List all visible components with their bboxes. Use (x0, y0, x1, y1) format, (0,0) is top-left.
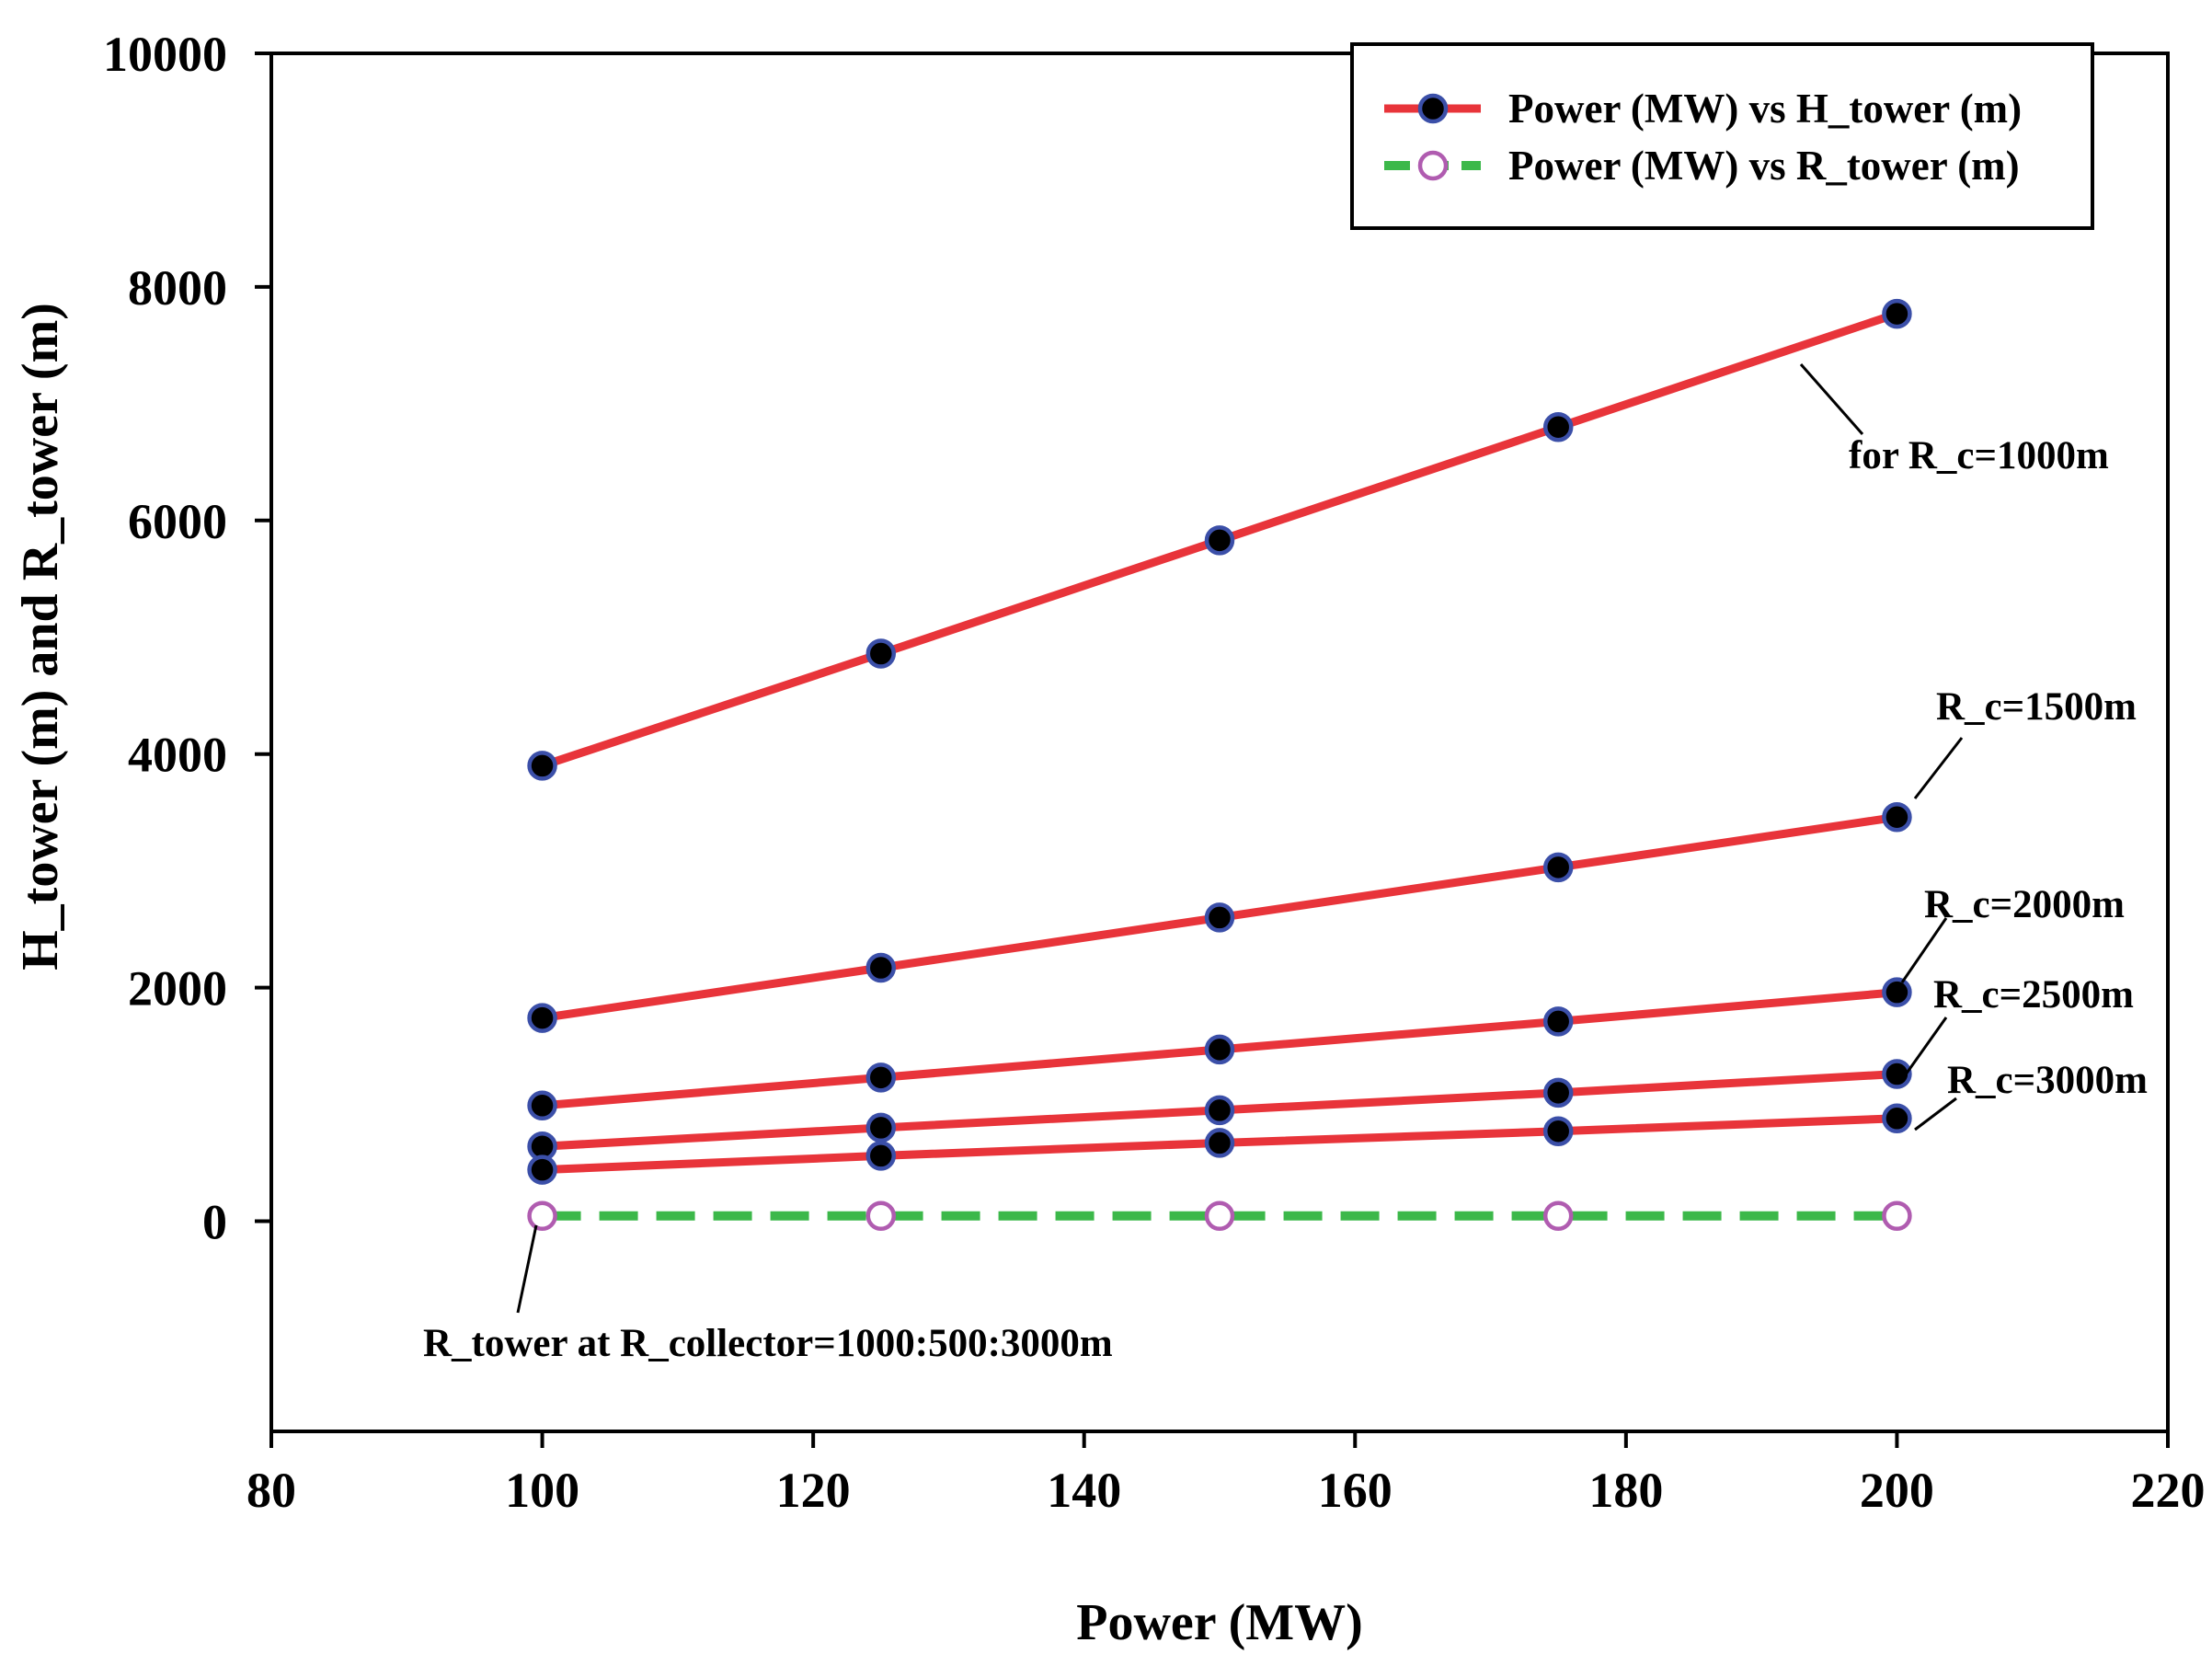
annotation-leader (1904, 1017, 1948, 1075)
h-tower-point (865, 638, 897, 669)
x-axis: 80 100 120 140 160 180 200 220 (246, 1431, 2206, 1518)
h-tower-point (1204, 1128, 1235, 1158)
h-tower-point (1542, 1006, 1574, 1037)
h-tower-point (1542, 1077, 1574, 1108)
x-tick-label: 140 (1047, 1463, 1121, 1518)
annotation-label: for R_c=1000m (1849, 434, 2109, 477)
h-tower-point (1542, 852, 1574, 883)
h-tower-point (527, 1154, 557, 1185)
x-tick-label: 200 (1860, 1463, 1934, 1518)
h-tower-point (527, 751, 557, 781)
legend: Power (MW) vs H_tower (m) Power (MW) vs R… (1350, 42, 2094, 230)
legend-entry-label: Power (MW) vs H_tower (m) (1508, 86, 2022, 132)
annotation-label: R_c=3000m (1947, 1059, 2148, 1102)
x-tick-label: 160 (1318, 1463, 1393, 1518)
h-tower-point (1882, 801, 1912, 833)
x-tick-label: 220 (2131, 1463, 2206, 1518)
annotation-leader (1799, 363, 1864, 435)
legend-r-tower-marker (1417, 150, 1449, 181)
r-tower-point (1542, 1200, 1574, 1232)
h-tower-point (1882, 1059, 1912, 1089)
h-tower-point (1204, 1034, 1235, 1065)
h-tower-point (865, 1112, 897, 1143)
annotation-label: R_tower at R_collector=1000:500:3000m (423, 1322, 1113, 1365)
h-tower-point (865, 952, 897, 983)
annotation-leader (1914, 1097, 1957, 1131)
h-tower-point (527, 1090, 557, 1121)
legend-box (1350, 42, 2094, 230)
annotation-label: R_c=2500m (1933, 973, 2134, 1017)
h-tower-point (1204, 525, 1235, 556)
y-axis: 0 2000 4000 6000 8000 10000 (103, 27, 271, 1249)
annotation-leader (1900, 917, 1948, 983)
x-axis-label: Power (MW) (1076, 1594, 1363, 1651)
h-tower-point (1882, 1103, 1912, 1134)
h-tower-point (1882, 977, 1912, 1007)
r-tower-point (1882, 1200, 1912, 1232)
y-tick-label: 4000 (128, 728, 227, 783)
x-tick-label: 100 (505, 1463, 579, 1518)
x-tick-label: 80 (246, 1463, 296, 1518)
annotations: for R_c=1000m R_c=1500m R_c=2000m R_c=2500m… (423, 363, 2148, 1365)
h-tower-point (865, 1062, 897, 1093)
r-tower-point (527, 1200, 557, 1232)
y-tick-label: 8000 (128, 260, 227, 316)
h-tower-point (1542, 411, 1574, 442)
h-tower-point (527, 1003, 557, 1033)
h-tower-point (1882, 298, 1912, 329)
annotation-leader (1913, 737, 1964, 799)
h-tower-point (1542, 1116, 1574, 1146)
y-axis-label: H_tower (m) and R_tower (m) (12, 303, 69, 971)
y-tick-label: 0 (202, 1194, 227, 1249)
r-tower-point (1204, 1200, 1235, 1232)
y-tick-label: 10000 (103, 27, 227, 82)
legend-entry-label: Power (MW) vs R_tower (m) (1508, 143, 2020, 189)
x-tick-label: 180 (1588, 1463, 1663, 1518)
annotation-label: R_c=2000m (1924, 883, 2125, 926)
r-tower-point (865, 1200, 897, 1232)
y-tick-label: 6000 (128, 494, 227, 549)
y-tick-label: 2000 (128, 961, 227, 1017)
x-tick-label: 120 (776, 1463, 851, 1518)
h-tower-point (1204, 1095, 1235, 1126)
h-tower-point (1204, 902, 1235, 933)
h-tower-point (865, 1141, 897, 1171)
annotation-label: R_c=1500m (1936, 685, 2137, 729)
legend-h-tower-marker (1417, 93, 1449, 124)
annotation-leader (516, 1224, 538, 1314)
plot-frame (269, 52, 2170, 1433)
series-layer (527, 298, 1912, 1232)
